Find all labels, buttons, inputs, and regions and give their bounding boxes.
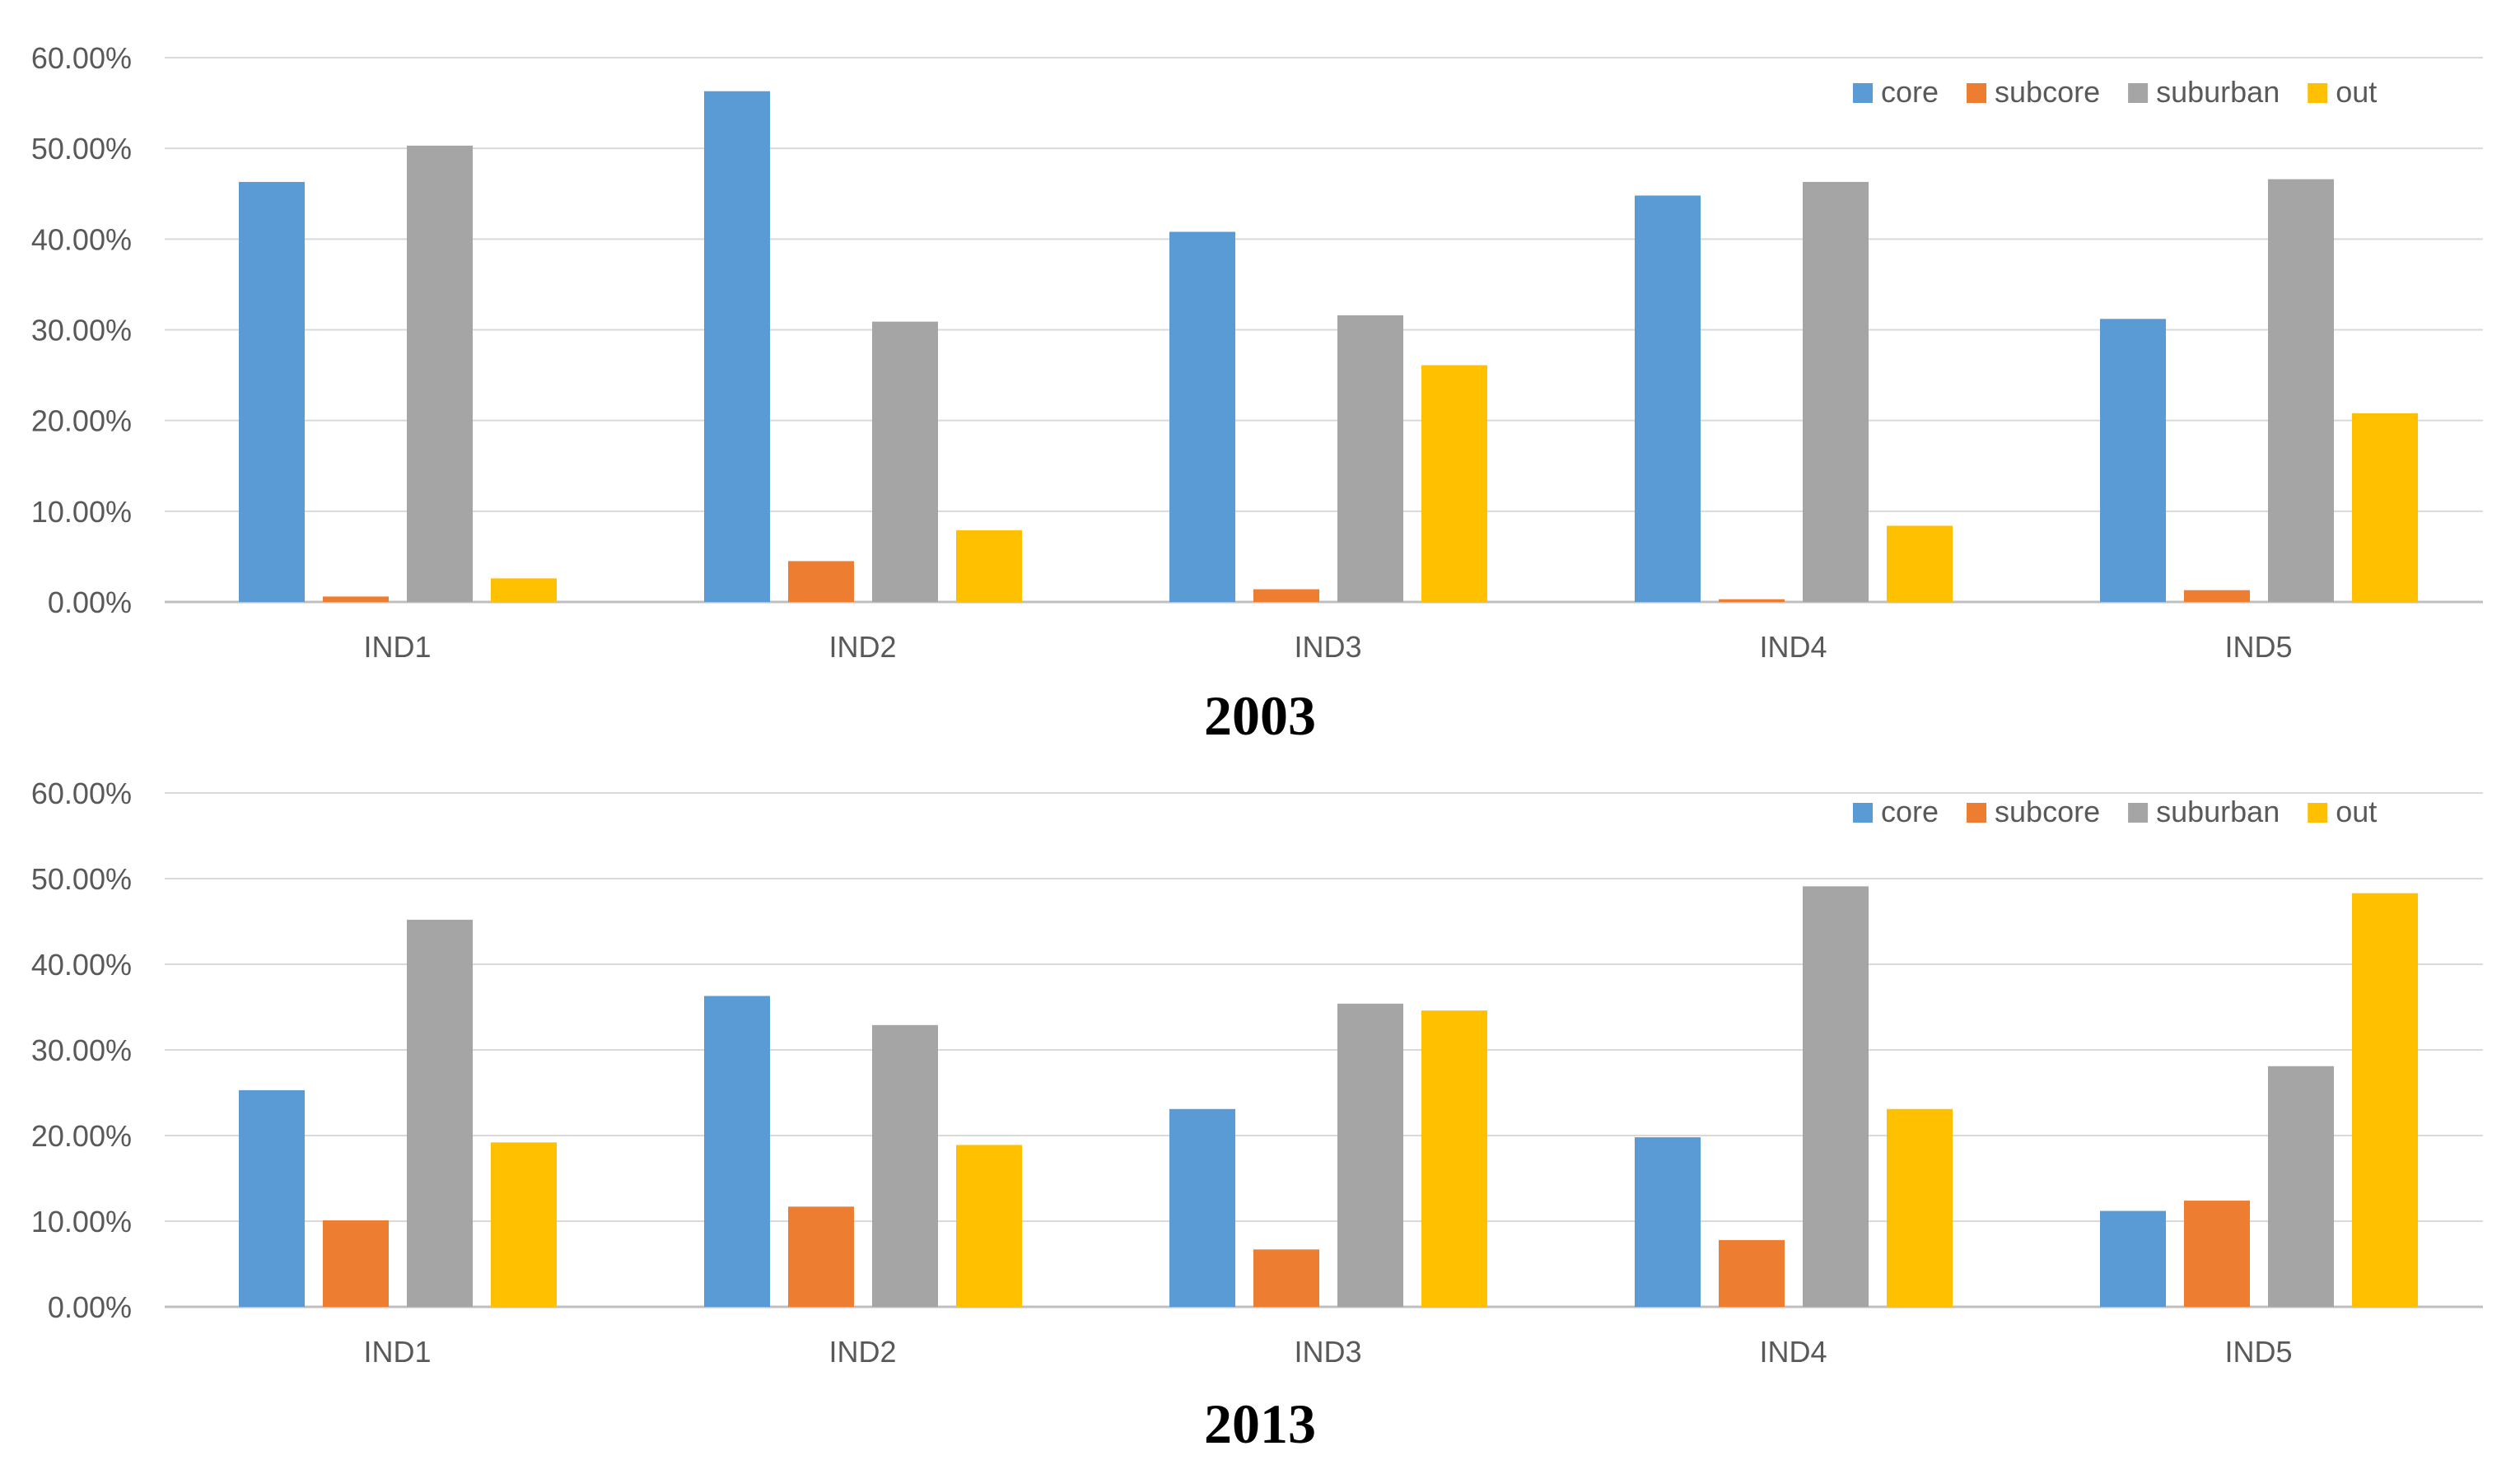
y-tick-label: 60.00% (31, 41, 132, 75)
bar-subcore-ind1 (323, 1220, 389, 1307)
bar-suburban-ind1 (407, 145, 473, 602)
x-tick-label: IND3 (1294, 630, 1361, 664)
bar-out-ind1 (491, 578, 557, 602)
y-tick-label: 30.00% (31, 314, 132, 348)
bar-core-ind1 (239, 1089, 305, 1307)
y-tick-label: 20.00% (31, 404, 132, 438)
bar-subcore-ind3 (1253, 1249, 1319, 1307)
bar-subcore-ind4 (1719, 599, 1785, 602)
bar-suburban-ind5 (2268, 1066, 2334, 1307)
bar-suburban-ind2 (872, 321, 938, 602)
legend-swatch-out (2308, 803, 2328, 823)
legend-label-subcore: subcore (1995, 795, 2100, 828)
bar-subcore-ind5 (2184, 1201, 2250, 1307)
bar-out-ind2 (956, 529, 1022, 602)
legend-swatch-subcore (1967, 803, 1987, 823)
legend-swatch-suburban (2128, 803, 2149, 823)
bar-core-ind3 (1169, 1108, 1235, 1307)
y-tick-label: 10.00% (31, 1205, 132, 1238)
y-tick-label: 40.00% (31, 948, 132, 982)
legend-swatch-core (1853, 83, 1873, 103)
bar-suburban-ind1 (407, 919, 473, 1307)
x-tick-label: IND2 (828, 1335, 896, 1369)
bar-core-ind4 (1635, 195, 1701, 602)
bar-out-ind3 (1421, 365, 1487, 602)
bar-core-ind1 (239, 181, 305, 602)
x-tick-label: IND1 (363, 630, 431, 664)
bar-suburban-ind3 (1337, 315, 1403, 602)
x-tick-label: IND5 (2224, 1335, 2292, 1369)
bar-core-ind5 (2100, 1210, 2166, 1307)
bar-core-ind5 (2100, 319, 2166, 602)
x-tick-label: IND1 (363, 1335, 431, 1369)
legend-swatch-out (2308, 83, 2328, 103)
legend-swatch-subcore (1967, 83, 1987, 103)
bar-suburban-ind2 (872, 1024, 938, 1307)
bar-subcore-ind4 (1719, 1239, 1785, 1307)
chart-2003: 0.00% 10.00% 20.00% 30.00% 40.00% 50.00% 60.00… (31, 41, 2483, 664)
y-tick-label: 0.00% (48, 1290, 132, 1324)
bar-out-ind5 (2352, 413, 2418, 602)
bar-out-ind5 (2352, 893, 2418, 1307)
legend-label-core: core (1881, 75, 1939, 109)
y-tick-label: 60.00% (31, 777, 132, 810)
y-tick-label: 10.00% (31, 495, 132, 529)
legend-swatch-suburban (2128, 83, 2149, 103)
bar-out-ind4 (1887, 1108, 1953, 1307)
bar-suburban-ind4 (1803, 886, 1869, 1307)
x-tick-label: IND4 (1759, 630, 1827, 664)
legend-label-core: core (1881, 795, 1939, 828)
y-tick-label: 20.00% (31, 1119, 132, 1153)
bar-subcore-ind2 (788, 561, 854, 602)
bar-out-ind1 (491, 1142, 557, 1307)
x-tick-label: IND4 (1759, 1335, 1827, 1369)
chart-2013: 0.00% 10.00% 20.00% 30.00% 40.00% 50.00% 60.00… (31, 777, 2483, 1369)
bar-core-ind4 (1635, 1137, 1701, 1307)
bar-subcore-ind1 (323, 596, 389, 602)
bar-subcore-ind3 (1253, 589, 1319, 602)
bar-suburban-ind5 (2268, 179, 2334, 602)
bar-core-ind2 (704, 996, 770, 1307)
chart-title-2003: 2003 (1204, 684, 1316, 747)
y-tick-label: 50.00% (31, 132, 132, 166)
legend-label-out: out (2336, 795, 2377, 828)
x-tick-label: IND5 (2224, 630, 2292, 664)
bar-core-ind3 (1169, 231, 1235, 602)
y-tick-label: 50.00% (31, 862, 132, 896)
legend-swatch-core (1853, 803, 1873, 823)
legend-label-suburban: suburban (2156, 795, 2280, 828)
legend-label-subcore: subcore (1995, 75, 2100, 109)
x-tick-label: IND3 (1294, 1335, 1361, 1369)
bar-out-ind4 (1887, 525, 1953, 602)
chart-title-2013: 2013 (1204, 1392, 1316, 1455)
y-tick-label: 30.00% (31, 1033, 132, 1067)
bar-suburban-ind3 (1337, 1003, 1403, 1307)
bar-subcore-ind5 (2184, 590, 2250, 602)
y-tick-label: 0.00% (48, 585, 132, 619)
legend-label-suburban: suburban (2156, 75, 2280, 109)
x-tick-label: IND2 (828, 630, 896, 664)
legend-label-out: out (2336, 75, 2377, 109)
bar-out-ind3 (1421, 1010, 1487, 1307)
bar-subcore-ind2 (788, 1206, 854, 1307)
y-tick-label: 40.00% (31, 222, 132, 256)
bar-core-ind2 (704, 91, 770, 603)
bar-out-ind2 (956, 1145, 1022, 1307)
bar-suburban-ind4 (1803, 181, 1869, 602)
